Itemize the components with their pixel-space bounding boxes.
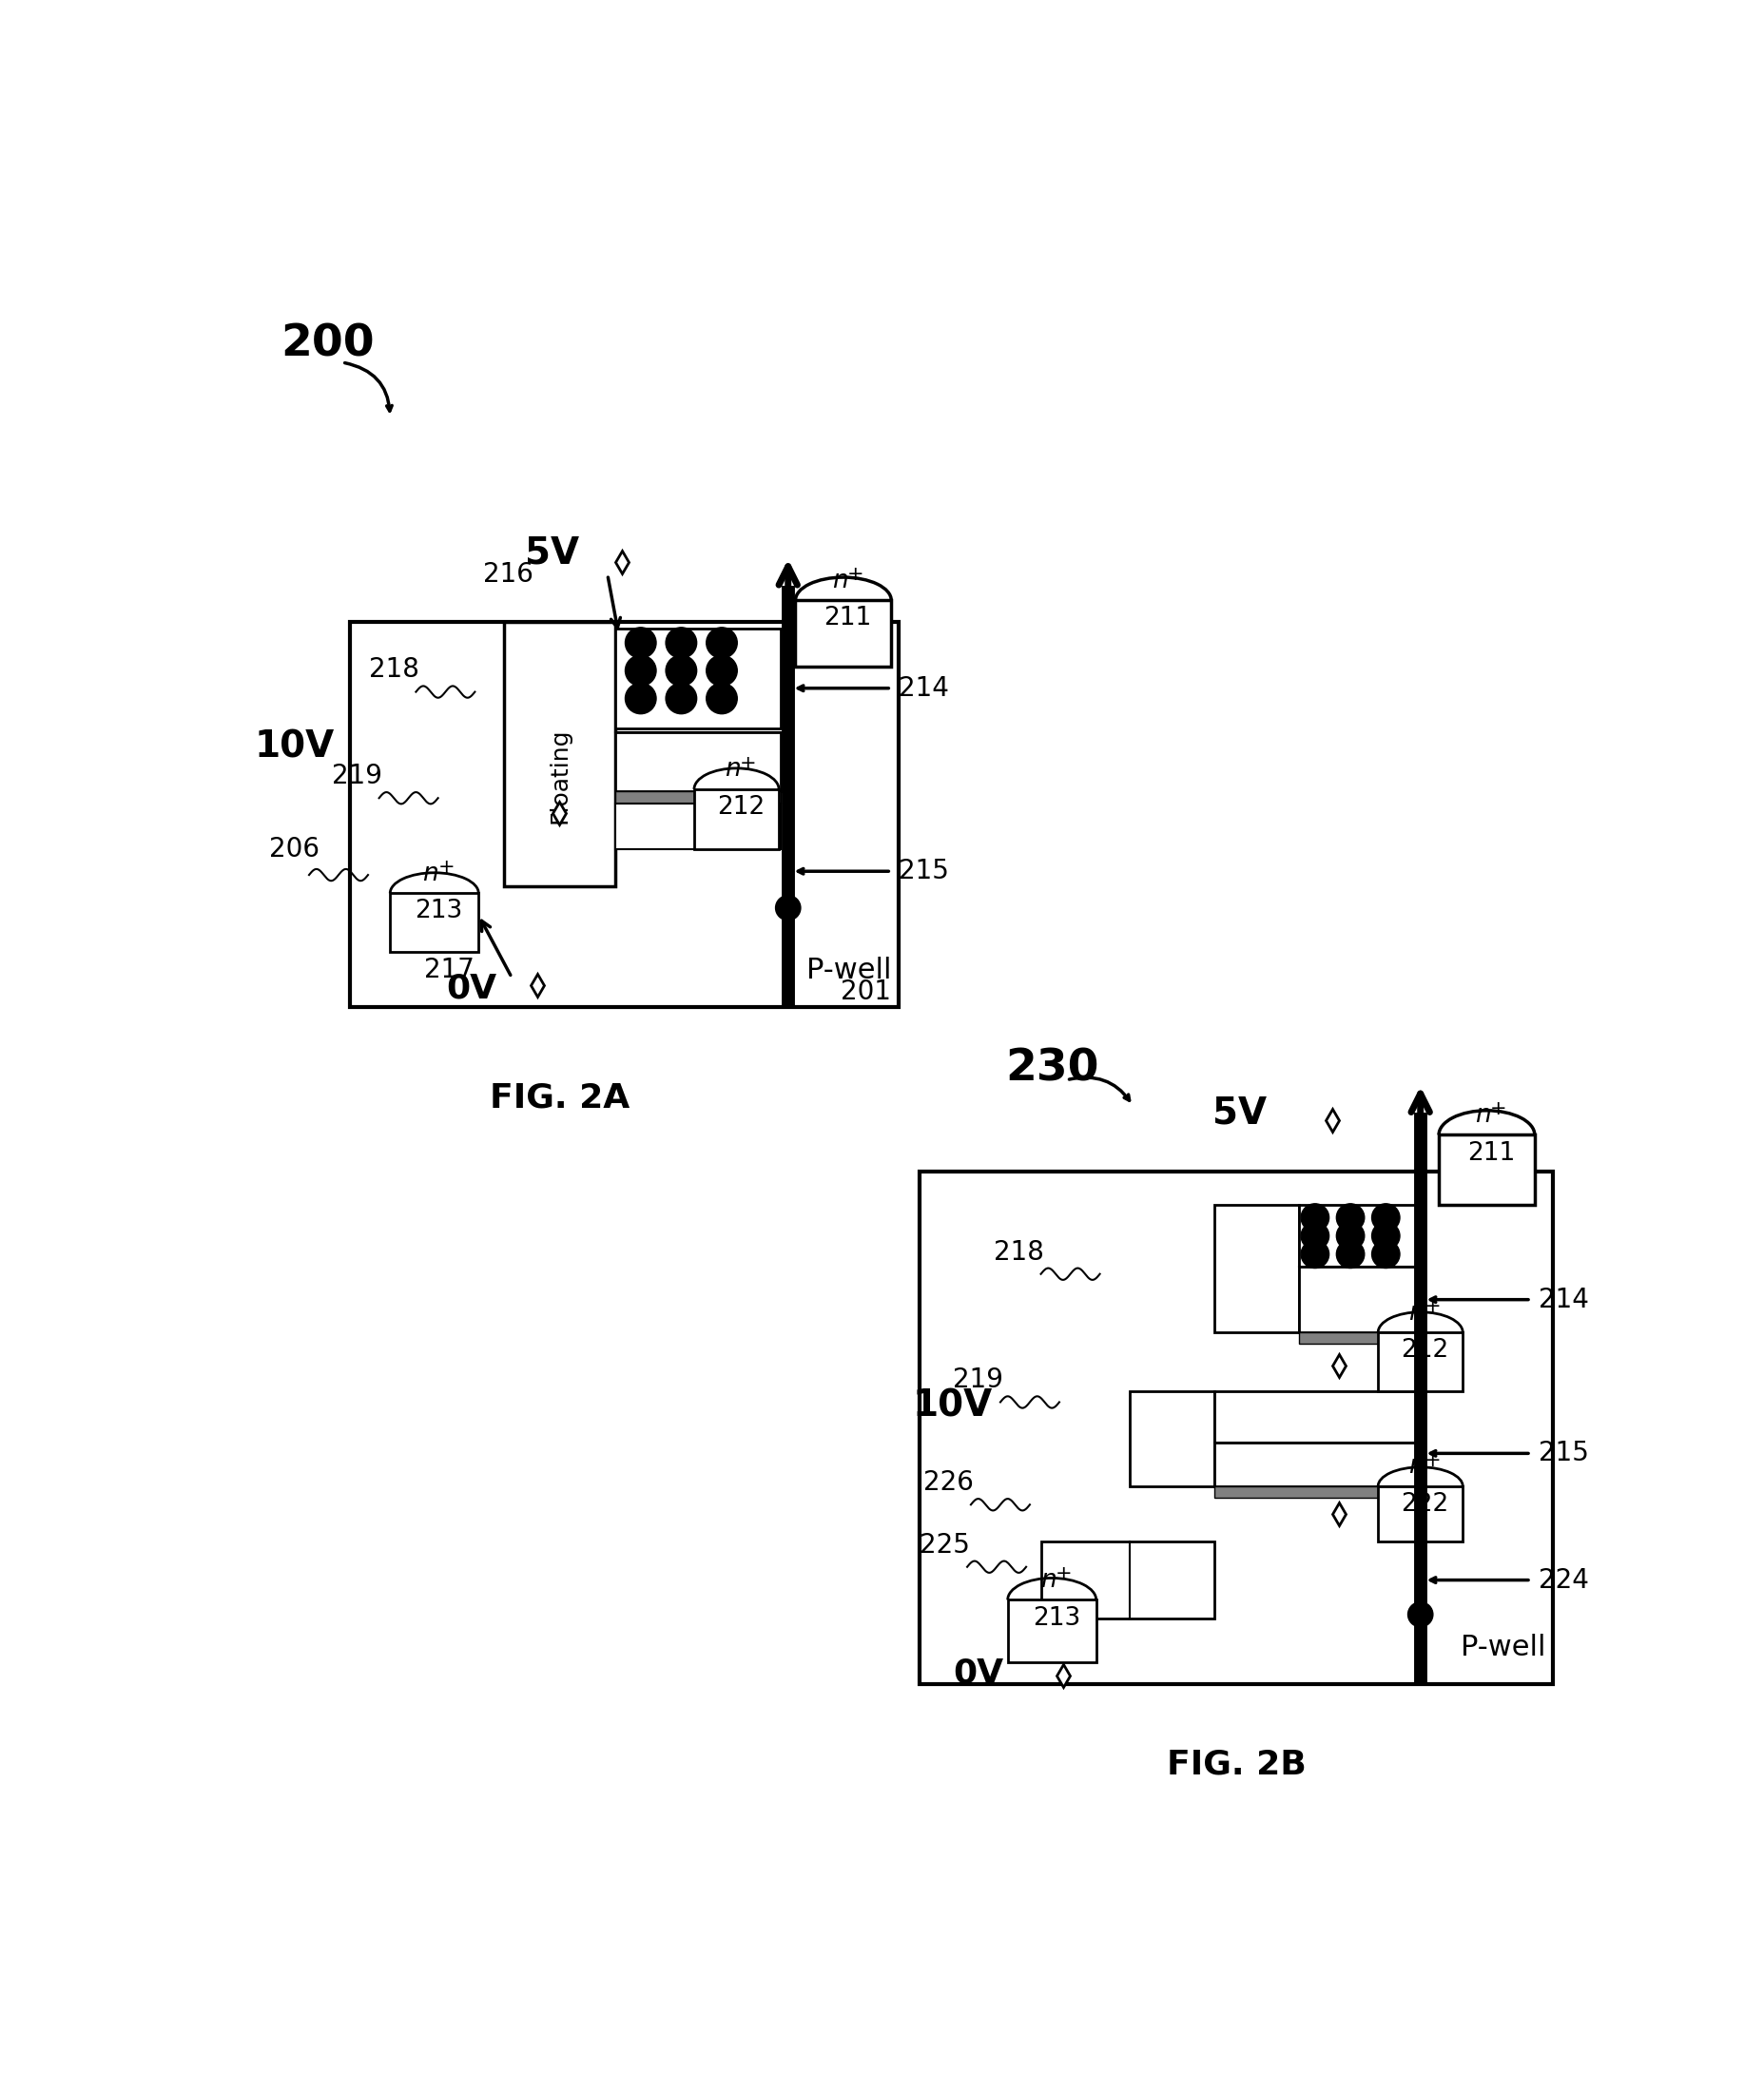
Text: Floating: Floating: [549, 728, 572, 823]
Text: n: n: [1408, 1300, 1424, 1325]
Text: P-well: P-well: [806, 956, 891, 983]
Text: n: n: [1408, 1454, 1424, 1479]
Circle shape: [624, 628, 656, 657]
Text: 216: 216: [483, 562, 533, 589]
Text: 222: 222: [1401, 1491, 1448, 1516]
Bar: [390, 894, 478, 952]
Text: 218: 218: [369, 657, 418, 682]
Bar: [1214, 1205, 1298, 1334]
Bar: [614, 805, 780, 850]
Text: P-well: P-well: [1461, 1634, 1545, 1661]
Text: 224: 224: [1538, 1566, 1588, 1593]
Bar: [1438, 1134, 1535, 1205]
Bar: [919, 1172, 1552, 1684]
Bar: [796, 622, 891, 666]
Text: 219: 219: [953, 1367, 1004, 1394]
Text: n: n: [1039, 1568, 1055, 1593]
Text: 215: 215: [898, 859, 949, 886]
Text: 212: 212: [716, 794, 764, 819]
Text: 10V: 10V: [912, 1388, 991, 1425]
Bar: [693, 790, 778, 850]
Text: 5V: 5V: [526, 535, 579, 570]
Text: 230: 230: [1004, 1047, 1099, 1091]
Text: 213: 213: [1032, 1605, 1080, 1630]
Circle shape: [624, 655, 656, 686]
Bar: [1378, 1334, 1462, 1392]
Text: FIG. 2B: FIG. 2B: [1166, 1748, 1305, 1782]
Circle shape: [706, 682, 737, 713]
Text: n: n: [831, 568, 847, 593]
Text: 211: 211: [1466, 1141, 1514, 1166]
Text: 214: 214: [1538, 1286, 1588, 1313]
Circle shape: [1300, 1222, 1328, 1251]
Circle shape: [1300, 1240, 1328, 1267]
Bar: [1129, 1392, 1214, 1487]
Text: 200: 200: [280, 324, 374, 365]
Text: +: +: [1424, 1452, 1439, 1470]
Bar: [614, 628, 780, 728]
Bar: [1214, 1441, 1420, 1487]
Circle shape: [1408, 1601, 1432, 1626]
Text: n: n: [422, 861, 439, 886]
Text: +: +: [739, 755, 757, 774]
Bar: [1041, 1541, 1214, 1618]
Text: +: +: [1424, 1298, 1439, 1317]
Bar: [614, 732, 780, 790]
Text: 0V: 0V: [953, 1657, 1004, 1688]
Circle shape: [1371, 1240, 1399, 1267]
Bar: [1298, 1267, 1420, 1334]
Circle shape: [665, 628, 697, 657]
Text: +: +: [1489, 1099, 1506, 1118]
Bar: [796, 599, 891, 666]
Circle shape: [706, 655, 737, 686]
Text: 212: 212: [1401, 1338, 1448, 1363]
Text: +: +: [1055, 1564, 1071, 1585]
Text: 214: 214: [898, 674, 949, 701]
Circle shape: [1300, 1203, 1328, 1232]
Text: 5V: 5V: [1212, 1095, 1267, 1130]
Text: +: +: [847, 566, 863, 585]
Text: 225: 225: [919, 1531, 970, 1558]
Text: 206: 206: [268, 836, 319, 863]
Text: 0V: 0V: [446, 973, 496, 1004]
Circle shape: [624, 682, 656, 713]
Text: 211: 211: [824, 606, 871, 630]
Circle shape: [1371, 1203, 1399, 1232]
Circle shape: [706, 628, 737, 657]
Text: n: n: [725, 757, 741, 782]
Text: FIG. 2A: FIG. 2A: [489, 1083, 630, 1114]
Text: n: n: [1475, 1103, 1491, 1128]
Text: 10V: 10V: [254, 728, 333, 765]
Bar: [1298, 1205, 1420, 1267]
Circle shape: [774, 896, 801, 921]
Circle shape: [1335, 1222, 1364, 1251]
Bar: [1007, 1599, 1095, 1661]
Bar: [614, 790, 780, 805]
Bar: [1298, 1334, 1420, 1344]
Bar: [1214, 1392, 1420, 1441]
Bar: [1214, 1487, 1420, 1497]
Bar: [1378, 1487, 1462, 1541]
Text: 217: 217: [423, 956, 475, 983]
Circle shape: [665, 655, 697, 686]
Bar: [349, 622, 898, 1006]
Text: 213: 213: [415, 900, 462, 923]
Circle shape: [1335, 1203, 1364, 1232]
Circle shape: [1335, 1240, 1364, 1267]
Text: 226: 226: [923, 1468, 974, 1495]
Circle shape: [1371, 1222, 1399, 1251]
Bar: [505, 622, 614, 886]
Text: 201: 201: [840, 979, 891, 1006]
Text: 215: 215: [1538, 1439, 1588, 1466]
Text: 219: 219: [332, 763, 383, 790]
Circle shape: [665, 682, 697, 713]
Text: 218: 218: [993, 1238, 1043, 1265]
Text: +: +: [437, 859, 455, 877]
